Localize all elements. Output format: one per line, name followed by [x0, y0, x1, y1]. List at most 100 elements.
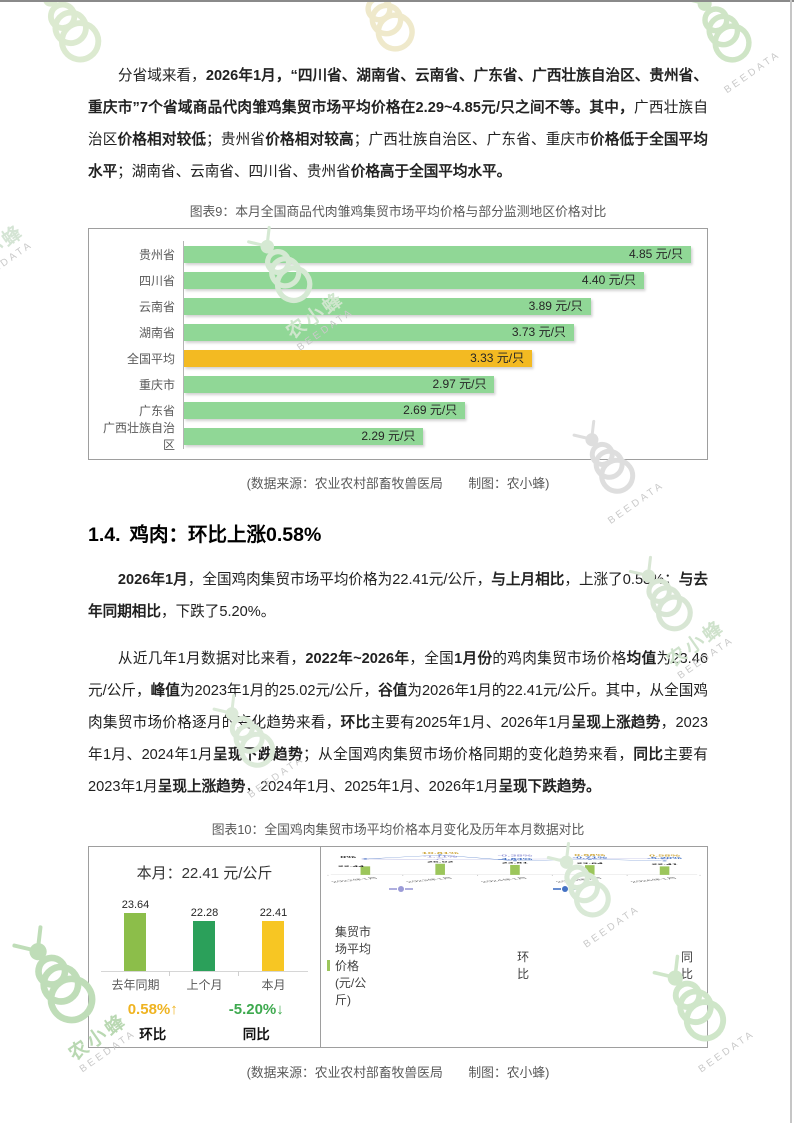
chart9-category-label: 四川省 — [138, 273, 175, 288]
chart10-combo-chart: 本月：22.41 元/公斤 23.64 22.28 22.41 去年同期 上个月 本月 … — [88, 846, 708, 1048]
chart9-value-label: 2.69 元/只 — [403, 402, 458, 417]
chart10-left-bar — [262, 920, 285, 971]
chart9-bar: 2.29 元/只 — [184, 427, 424, 445]
tongbi-marker — [511, 860, 519, 862]
text-segment: ，上涨了0.58%； — [564, 572, 679, 588]
text-segment: ，2023年1月、2024年1月 — [88, 715, 708, 763]
chart9-value-label: 4.40 元/只 — [581, 272, 636, 287]
chart10-left-bar-cell: 22.41 — [239, 887, 308, 971]
chart9-value-label: 3.33 元/只 — [470, 350, 525, 365]
text-segment: ，全国鸡肉集贸市场平均价格为22.41元/公斤， — [187, 572, 492, 588]
tongbi-marker — [661, 860, 668, 862]
chart10-left-bar-cell: 23.64 — [101, 887, 170, 976]
chart9-bar-track: 2.97 元/只 — [183, 371, 691, 397]
chart10-stat: 0.58%↑ 环比 — [101, 1001, 205, 1043]
chart9-category-label: 广东省 — [138, 403, 175, 418]
bold-text-segment: 1月份 — [454, 651, 493, 667]
tongbi-marker — [436, 854, 444, 856]
bold-text-segment: 谷值 — [378, 683, 408, 699]
page-right-border — [790, 0, 792, 1123]
legend-item-tongbi: 同比 — [553, 885, 701, 1045]
chart10-point-label: -1.11% — [423, 856, 457, 859]
chart9-bar-row: 四川省 4.40 元/只 — [101, 267, 691, 293]
bold-text-segment: 价格低于全国平均水平 — [88, 132, 708, 180]
text-segment: 广西壮族自治区 — [88, 100, 708, 148]
section-heading-1-4: 1.4. 鸡肉：环比上涨0.58% — [88, 518, 708, 547]
chart10-bar-value-label: 22.41 — [651, 863, 678, 866]
chart9-source-note: (数据来源：农业农村部畜牧兽医局 制图：农小蜂) — [246, 476, 550, 491]
chart9-bar-row: 重庆市 2.97 元/只 — [101, 371, 691, 397]
chart10-x-label: 2022年1月 — [329, 876, 380, 883]
chart10-left-category-label: 本月 — [261, 978, 286, 992]
chart9-bar-track: 4.40 元/只 — [183, 267, 691, 293]
chart9-caption: 图表9：本月全国商品代肉雏鸡集贸市场平均价格与部分监测地区价格对比 — [189, 204, 607, 219]
chart10-left-bar — [124, 913, 147, 971]
huanbi-marker — [436, 858, 444, 861]
bold-text-segment: 2026年1月 — [117, 572, 188, 588]
bold-text-segment: ，“四川省、湖南省、云南省、广东省、广西壮族自治区、贵州省、重庆市”7个省域商品… — [88, 68, 708, 116]
chart9-value-label: 4.85 元/只 — [628, 246, 683, 261]
bold-text-segment: 2026年1月 — [205, 68, 276, 84]
chart10-stat-label: 环比 — [139, 1027, 167, 1042]
chart10-left-category-label: 去年同期 — [111, 978, 160, 992]
chart9-bar-row: 贵州省 4.85 元/只 — [101, 241, 691, 267]
chart10-bar-value-label: 23.81 — [502, 862, 529, 865]
chart10-headline: 本月：22.41 元/公斤 — [136, 865, 273, 882]
legend-line-marker-huanbi — [389, 886, 414, 892]
bold-text-segment: 价格相对较低 — [117, 132, 207, 148]
huanbi-marker — [511, 858, 519, 860]
chart10-left-bar-cell: 22.28 — [170, 887, 239, 976]
section-number: 1.4. — [88, 524, 121, 546]
text-segment: ；广西壮族自治区、广东省、重庆市 — [353, 132, 591, 148]
chart9-value-label: 3.73 元/只 — [511, 324, 566, 339]
chart10-bar — [510, 864, 520, 875]
chart10-bar — [659, 866, 670, 875]
bold-text-segment: 峰值 — [150, 683, 180, 699]
chart9-bar-track: 3.33 元/只 — [183, 345, 691, 371]
bold-text-segment: 呈现上涨趋势 — [571, 715, 661, 731]
legend-item-price: 集贸市场平均价格(元/公斤) — [327, 923, 373, 1008]
legend-label-price: 集贸市场平均价格(元/公斤) — [334, 924, 371, 1007]
chart9-bar-row: 广东省 2.69 元/只 — [101, 397, 691, 423]
chart10-left-stats: 0.58%↑ 环比 -5.20%↓ 同比 — [101, 1001, 308, 1043]
paragraph-monthly-summary: 2026年1月，全国鸡肉集贸市场平均价格为22.41元/公斤，与上月相比，上涨了… — [88, 564, 708, 628]
chart9-category-label: 广西壮族自治区 — [102, 421, 175, 452]
text-segment: 分省域来看， — [117, 68, 206, 84]
chart10-stat-value: 0.58%↑ — [127, 1001, 178, 1018]
bold-text-segment: 呈现下跌趋势 — [213, 747, 304, 763]
bold-text-segment: 呈现上涨趋势 — [157, 779, 246, 795]
chart10-stat-label: 同比 — [242, 1027, 270, 1042]
bold-text-segment: 均值 — [626, 651, 657, 667]
chart10-left-bars: 23.64 22.28 22.41 — [101, 887, 308, 976]
text-segment: 为2023年1月的25.02元/公斤， — [179, 683, 379, 699]
legend-line-marker-tongbi — [553, 886, 578, 892]
chart10-point-label: -0.71% — [572, 856, 607, 859]
bold-text-segment: 呈现下跌趋势。 — [498, 779, 601, 795]
paragraph-province-overview: 分省域来看，2026年1月，“四川省、湖南省、云南省、广东省、广西壮族自治区、贵… — [88, 60, 708, 188]
chart9-bar: 2.97 元/只 — [184, 375, 495, 393]
chart10-point-label: -5.20% — [647, 857, 682, 860]
chart9-bar-row: 云南省 3.89 元/只 — [101, 293, 691, 319]
chart10-bar — [435, 863, 445, 875]
legend-item-huanbi: 环比 — [389, 885, 537, 1045]
bold-text-segment: 同比 — [633, 747, 664, 763]
chart10-x-label: 2026年1月 — [628, 876, 679, 883]
legend-label-tongbi: 同比 — [681, 950, 694, 981]
chart10-bar-line-plot: 22.44 25.02 23.81 23.64 22.41 2022年1月 2023年1月 2… — [327, 852, 701, 883]
chart10-source-note: (数据来源：农业农村部畜牧兽医局 制图：农小蜂) — [246, 1065, 550, 1080]
chart9-bar-row: 湖南省 3.73 元/只 — [101, 319, 691, 345]
paragraph-yearly-comparison: 从近几年1月数据对比来看，2022年~2026年，全国1月份的鸡肉集贸市场价格均… — [88, 643, 708, 803]
bold-text-segment: 与上月相比 — [491, 572, 565, 588]
chart9-rows: 贵州省 4.85 元/只四川省 4.40 元/只云南省 3.89 元/只 湖南省 3.73… — [101, 241, 691, 452]
text-segment: ，下跌了5.20%。 — [160, 604, 276, 620]
text-segment: 主要有2023年1月 — [88, 747, 708, 795]
chart9-category-label: 重庆市 — [138, 377, 175, 392]
chart10-bar — [360, 866, 371, 875]
bold-text-segment: 价格高于全国平均水平。 — [350, 164, 512, 180]
chart10-bar-value-label: 22.44 — [338, 865, 365, 868]
chart10-legend: 集贸市场平均价格(元/公斤) 环比 同比 — [327, 885, 701, 1045]
bold-text-segment: 环比 — [340, 715, 371, 731]
section-title: 鸡肉：环比上涨0.58% — [129, 524, 322, 546]
chart10-right-panel: 22.44 25.02 23.81 23.64 22.41 2022年1月 2023年1月 2… — [321, 847, 707, 1047]
